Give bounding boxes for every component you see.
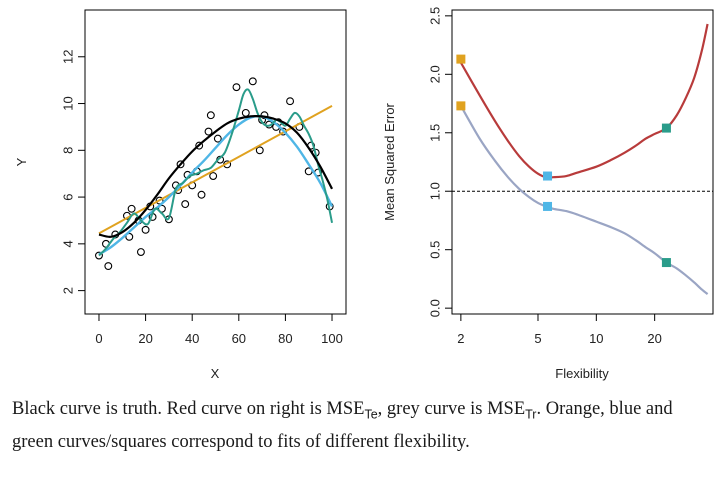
flexibility-square	[543, 201, 553, 211]
data-point	[141, 225, 150, 234]
data-point	[127, 204, 136, 213]
data-point	[195, 141, 204, 150]
train-mse-curve	[459, 105, 709, 295]
data-point	[255, 146, 264, 155]
right-y-tick-label: 1.5	[428, 124, 443, 142]
blue-fit-curve	[98, 114, 334, 256]
data-point	[204, 127, 213, 136]
right-y-tick-label: 0.5	[428, 241, 443, 259]
left-y-tick-label: 10	[61, 96, 76, 110]
left-y-tick-label: 12	[61, 50, 76, 64]
right-panel: 2 5 10 20 0.0 0.5 1.0 1.5 2.0 2.5 Flexibility Mea…	[382, 7, 714, 381]
right-y-tick-label: 2.5	[428, 7, 443, 25]
left-x-tick-label: 100	[321, 331, 343, 346]
left-x-tick-label: 80	[278, 331, 292, 346]
flexibility-square	[661, 258, 671, 268]
data-point	[197, 190, 206, 199]
left-y-tick-label: 4	[61, 240, 76, 247]
caption-text-1: Black curve is truth. Red curve on right…	[12, 399, 365, 419]
right-ylabel: Mean Squared Error	[382, 102, 397, 220]
caption-sub-te: Te	[364, 407, 378, 422]
left-y-tick-label: 8	[61, 147, 76, 154]
green-fit-curve	[98, 88, 334, 257]
right-x-tick-label: 5	[534, 331, 541, 346]
data-point	[104, 262, 113, 271]
left-panel: 0 20 40 60 80 100 2 4 6 8 10 12 X Y	[14, 9, 347, 381]
right-y-tick-label: 0.0	[428, 299, 443, 317]
data-point	[232, 83, 241, 92]
right-x-tick-label: 20	[647, 331, 661, 346]
data-point	[206, 111, 215, 120]
data-point	[125, 232, 134, 241]
left-x-tick-label: 60	[232, 331, 246, 346]
left-x-tick-label: 40	[185, 331, 199, 346]
left-x-tick-label: 20	[138, 331, 152, 346]
flexibility-square	[543, 171, 553, 181]
left-ylabel: Y	[14, 157, 29, 166]
caption: Black curve is truth. Red curve on right…	[12, 396, 717, 456]
right-y-tick-label: 2.0	[428, 65, 443, 83]
data-point	[286, 97, 295, 106]
flexibility-square	[456, 54, 466, 64]
figure: 0 20 40 60 80 100 2 4 6 8 10 12 X Y 2 5 10 20 0.0 0.5 1.0…	[14, 7, 714, 381]
data-point	[155, 196, 164, 205]
flexibility-square	[661, 123, 671, 133]
data-point	[213, 134, 222, 143]
flexibility-square	[456, 101, 466, 111]
data-point	[176, 160, 185, 169]
data-point	[241, 108, 250, 117]
caption-text-3: . Orange, blue and green curves/squares …	[12, 399, 673, 452]
right-plot-frame	[451, 9, 714, 315]
left-x-tick-label: 0	[95, 331, 102, 346]
left-y-tick-label: 2	[61, 287, 76, 294]
data-point	[181, 200, 190, 209]
right-y-tick-label: 1.0	[428, 182, 443, 200]
left-plot-frame	[84, 9, 347, 315]
left-xlabel: X	[211, 366, 220, 381]
right-x-tick-label: 10	[589, 331, 603, 346]
data-point	[248, 77, 257, 86]
right-x-tick-label: 2	[457, 331, 464, 346]
data-point	[209, 172, 218, 180]
truth-curve	[98, 115, 333, 238]
left-y-tick-label: 6	[61, 193, 76, 200]
caption-text-2: , grey curve is MSE	[377, 399, 526, 419]
caption-sub-tr: Tr	[525, 407, 537, 422]
data-point	[95, 251, 103, 260]
test-mse-curve	[459, 23, 709, 179]
orange-fit-line	[98, 104, 333, 235]
data-point	[136, 248, 145, 256]
right-xlabel: Flexibility	[555, 366, 609, 381]
